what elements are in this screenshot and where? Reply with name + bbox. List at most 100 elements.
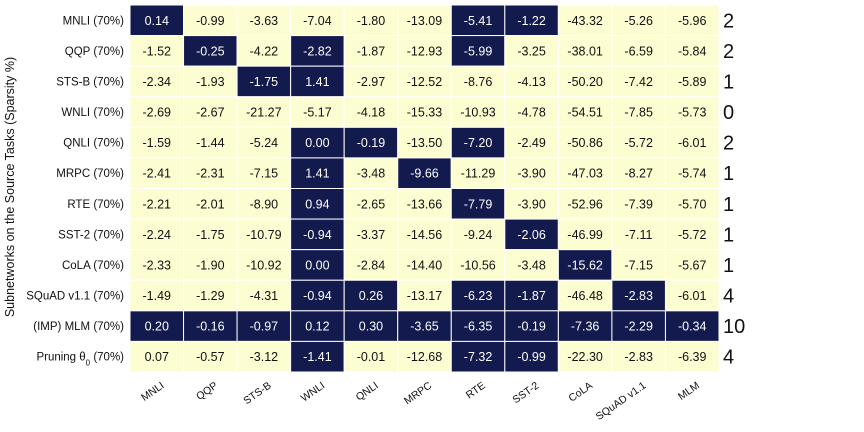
heatmap-cell-rect — [504, 35, 559, 67]
heatmap-cell: -2.34 — [129, 65, 185, 98]
heatmap-cell-value: -6.01 — [678, 289, 707, 303]
heatmap-cell-value: -0.34 — [678, 320, 707, 334]
heatmap-cell-value: -0.94 — [303, 228, 332, 242]
heatmap-cell-value: 1.41 — [305, 167, 329, 181]
column-labels: MNLI QQP STS-B WNLI QNLI MRPC RTE SST-2 CoLASQuA… — [139, 379, 702, 423]
heatmap-cell: -14.56 — [397, 218, 452, 251]
heatmap-cell-value: -47.03 — [567, 167, 602, 181]
heatmap-cell: -1.87 — [343, 35, 399, 67]
heatmap-cell-rect — [129, 4, 185, 37]
heatmap-cell: -50.20 — [557, 65, 613, 98]
heatmap-cell-value: -1.41 — [303, 350, 332, 364]
heatmap-cell-value: -2.24 — [143, 228, 172, 242]
row-label: QQP (70%) — [65, 46, 124, 58]
heatmap-cell-value: -7.32 — [464, 350, 493, 364]
row-count-label: 2 — [723, 133, 734, 155]
heatmap-cell-value: 0.94 — [305, 197, 329, 211]
heatmap-cell-value: -0.01 — [357, 350, 386, 364]
heatmap-cell-rect — [397, 310, 452, 342]
heatmap-cell-value: -7.15 — [250, 167, 279, 181]
heatmap-cell-rect — [290, 126, 345, 159]
heatmap-cell-value: -1.59 — [143, 136, 172, 150]
heatmap-cell-value: -5.84 — [678, 44, 707, 58]
heatmap-cell-value: -10.56 — [460, 258, 495, 272]
heatmap-cell: -5.99 — [450, 35, 506, 67]
heatmap-cell: -8.90 — [236, 188, 292, 220]
heatmap-cell-value: -3.37 — [357, 228, 386, 242]
heatmap-cell: 0.00 — [290, 126, 345, 159]
heatmap-cell-value: -15.33 — [407, 106, 442, 120]
heatmap-cell-rect — [236, 340, 292, 373]
heatmap-cell-rect — [397, 340, 452, 373]
heatmap-cell: -3.48 — [343, 157, 399, 190]
heatmap-cells: 0.14 -0.99 -3.63 -7.04 -1.80 -13.09 -5.41 -1.22… — [129, 4, 720, 373]
heatmap-cell: -4.31 — [236, 279, 292, 312]
heatmap-cell-rect — [183, 188, 238, 220]
column-label: QQP — [194, 380, 220, 403]
heatmap-cell: -1.75 — [183, 218, 238, 251]
heatmap-cell: 1.41 — [290, 157, 345, 190]
heatmap-cell-rect — [664, 218, 720, 251]
heatmap-cell-rect — [397, 126, 452, 159]
heatmap-cell-rect — [343, 310, 399, 342]
heatmap-cell: -3.63 — [236, 4, 292, 37]
heatmap-cell-rect — [129, 188, 185, 220]
column-label: MLM — [676, 380, 702, 403]
heatmap-cell-value: -2.33 — [143, 258, 172, 272]
heatmap-cell-value: -6.59 — [624, 44, 653, 58]
heatmap-cell: -1.59 — [129, 126, 185, 159]
heatmap-cell-rect — [343, 126, 399, 159]
heatmap-cell: -4.18 — [343, 96, 399, 128]
heatmap-cell: -0.57 — [183, 340, 238, 373]
heatmap-cell-rect — [290, 279, 345, 312]
row-label: SST-2 (70%) — [58, 229, 124, 241]
column-label: SST-2 — [511, 380, 542, 407]
heatmap-cell-rect — [450, 65, 506, 98]
heatmap-cell: -1.75 — [236, 65, 292, 98]
heatmap-cell: -7.11 — [611, 218, 666, 251]
heatmap-cell-value: -5.41 — [464, 14, 493, 28]
heatmap-cell-rect — [397, 188, 452, 220]
heatmap-cell-value: -2.29 — [624, 320, 653, 334]
heatmap-cell-value: -50.20 — [567, 75, 602, 89]
heatmap-cell-rect — [183, 4, 238, 37]
heatmap-cell-value: -5.99 — [464, 44, 493, 58]
row-count-label: 2 — [723, 10, 734, 32]
heatmap-cell: -21.27 — [236, 96, 292, 128]
heatmap-cell: -3.25 — [504, 35, 559, 67]
heatmap-cell: -9.66 — [397, 157, 452, 190]
heatmap-cell-value: -1.75 — [250, 75, 279, 89]
heatmap-cell-value: -8.76 — [464, 75, 493, 89]
heatmap-cell: -2.33 — [129, 249, 185, 281]
column-label: QNLI — [354, 380, 381, 404]
heatmap-cell: -15.33 — [397, 96, 452, 128]
heatmap-cell-rect — [664, 4, 720, 37]
heatmap-cell: -4.22 — [236, 35, 292, 67]
row-count-label: 2 — [723, 41, 734, 63]
heatmap-cell-rect — [504, 4, 559, 37]
heatmap-cell-value: -14.56 — [407, 228, 442, 242]
heatmap-cell-rect — [664, 249, 720, 281]
heatmap-cell-value: -6.23 — [464, 289, 493, 303]
heatmap-cell: -6.01 — [664, 279, 720, 312]
heatmap-cell-value: -2.83 — [624, 289, 653, 303]
heatmap-cell-value: -10.79 — [246, 228, 281, 242]
heatmap-cell-rect — [397, 279, 452, 312]
heatmap-cell: -12.52 — [397, 65, 452, 98]
heatmap-cell: -0.01 — [343, 340, 399, 373]
heatmap-cell: -8.76 — [450, 65, 506, 98]
heatmap-cell: -13.17 — [397, 279, 452, 312]
row-label: CoLA (70%) — [62, 260, 124, 272]
heatmap-cell-value: -1.80 — [357, 14, 386, 28]
heatmap-cell: -3.37 — [343, 218, 399, 251]
heatmap-cell-rect — [504, 279, 559, 312]
heatmap-cell: -5.17 — [290, 96, 345, 128]
heatmap-cell-value: -1.52 — [143, 44, 172, 58]
column-label: SQuAD v1.1 — [594, 380, 649, 423]
heatmap-cell-rect — [236, 249, 292, 281]
heatmap-cell-rect — [183, 218, 238, 251]
row-count-label: 1 — [723, 163, 734, 185]
heatmap-cell: -0.99 — [183, 4, 238, 37]
